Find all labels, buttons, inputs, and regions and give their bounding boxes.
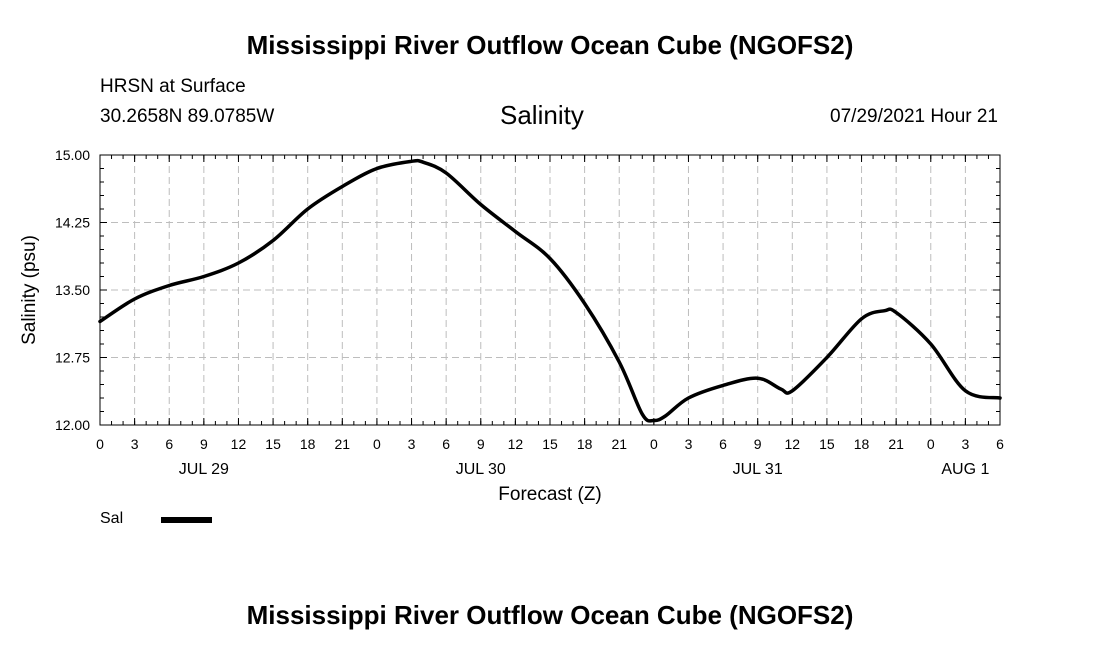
x-tick-label: 6: [719, 436, 727, 452]
x-tick-label: 0: [650, 436, 658, 452]
legend-label-sal: Sal: [100, 510, 124, 527]
x-tick-label: 6: [165, 436, 173, 452]
x-tick-label: 9: [477, 436, 485, 452]
series-line-sal: [98, 158, 1002, 423]
x-tick-label: 6: [442, 436, 450, 452]
axis-ticks: [99, 154, 1001, 426]
x-tick-label: 3: [685, 436, 693, 452]
legend-swatch-sal: [161, 517, 212, 523]
date-label: JUL 30: [456, 461, 506, 478]
y-axis-title: Salinity (psu): [19, 235, 40, 345]
x-tick-label: 12: [231, 436, 247, 452]
date-labels: JUL 29 JUL 30 JUL 31 AUG 1: [179, 461, 990, 478]
x-tick-label: 3: [408, 436, 416, 452]
x-tick-label: 18: [854, 436, 870, 452]
x-tick-label: 0: [373, 436, 381, 452]
x-tick-label: 18: [300, 436, 316, 452]
x-tick-labels: 0 3 6 9 12 15 18 21 0 3 6 9 12 15 18 21 0 3 6 9 12 15 18 21 0 3 6: [96, 436, 1004, 452]
x-tick-label: 18: [577, 436, 593, 452]
x-axis-title: Forecast (Z): [498, 484, 601, 505]
y-tick-labels: 12.00 12.75 13.50 14.25 15.00: [55, 147, 90, 433]
x-tick-label: 3: [131, 436, 139, 452]
x-tick-label: 0: [96, 436, 104, 452]
x-tick-label: 3: [961, 436, 969, 452]
y-tick-label: 14.25: [55, 215, 90, 231]
x-tick-label: 6: [996, 436, 1004, 452]
chart-title-bottom: Mississippi River Outflow Ocean Cube (NG…: [246, 600, 854, 630]
date-label: JUL 29: [179, 461, 229, 478]
x-tick-label: 12: [508, 436, 524, 452]
chart-subtitle: Salinity: [500, 100, 584, 130]
x-tick-label: 15: [265, 436, 281, 452]
x-tick-label: 9: [754, 436, 762, 452]
plot-frame: [99, 154, 1001, 426]
date-label: JUL 31: [733, 461, 783, 478]
forecast-datetime: 07/29/2021 Hour 21: [830, 106, 998, 127]
x-tick-label: 9: [200, 436, 208, 452]
date-label: AUG 1: [941, 461, 989, 478]
x-tick-label: 21: [335, 436, 351, 452]
y-tick-label: 13.50: [55, 282, 90, 298]
y-tick-label: 12.00: [55, 417, 90, 433]
y-tick-label: 15.00: [55, 147, 90, 163]
x-tick-label: 21: [611, 436, 627, 452]
x-tick-label: 15: [819, 436, 835, 452]
x-tick-label: 21: [888, 436, 904, 452]
chart-title-top: Mississippi River Outflow Ocean Cube (NG…: [246, 30, 854, 60]
y-tick-label: 12.75: [55, 350, 90, 366]
grid-lines: [100, 155, 1000, 425]
station-label: HRSN at Surface: [100, 76, 246, 97]
x-tick-label: 12: [785, 436, 801, 452]
x-tick-label: 0: [927, 436, 935, 452]
x-tick-label: 15: [542, 436, 558, 452]
station-coordinates: 30.2658N 89.0785W: [100, 106, 275, 127]
